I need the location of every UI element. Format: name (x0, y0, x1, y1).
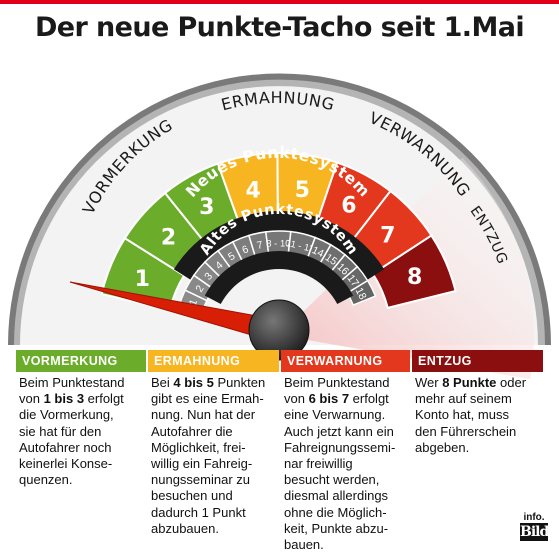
new-segment-label-7: 7 (380, 224, 395, 249)
top-red-bar (0, 0, 559, 4)
highlight-range: 1 bis 3 (43, 391, 85, 407)
new-segment-label-6: 6 (341, 194, 356, 219)
new-segment-label-4: 4 (245, 178, 260, 203)
new-segment-label-1: 1 (135, 267, 150, 292)
highlight-range: 6 bis 7 (308, 391, 350, 407)
column-header-entzug: ENTZUG (412, 350, 543, 372)
old-segment-label-8: 8 - 10 (266, 238, 290, 249)
old-segment-label-14: 18 (353, 286, 369, 302)
altes-band (204, 251, 354, 305)
new-segment-label-8: 8 (407, 265, 422, 290)
old-segment-label-2: 2 (193, 283, 206, 294)
column-description-ermahnung: Bei 4 bis 5 Punkten gibt es eine Ermah- … (151, 375, 279, 537)
description-text: erfolgt eine Verwarnung. Auch jetzt kann… (284, 391, 396, 553)
column-header-ermahnung: ERMAHNUNG (148, 350, 279, 372)
logo-brand-text: Bild (520, 523, 549, 541)
old-segment-label-7: 7 (256, 239, 264, 252)
description-text: erfolgt die Vormerkung, sie hat für den … (19, 391, 124, 488)
description-text: oder mehr auf seinem Konto hat, muss den… (415, 375, 527, 455)
old-segment-label-1: 1 (187, 298, 200, 308)
old-segment-label-11: 15 (323, 251, 340, 268)
old-segment-label-6: 6 (240, 243, 250, 256)
column-description-entzug: Wer 8 Punkte oder mehr auf seinem Konto … (415, 375, 543, 456)
description-text: Beim Punktestand von (19, 375, 125, 407)
new-segment-label-2: 2 (161, 226, 176, 251)
column-header-vormerkung: VORMERKUNG (16, 350, 146, 372)
column-description-verwarnung: Beim Punktestand von 6 bis 7 erfolgt ein… (284, 375, 410, 553)
neues-band (173, 211, 385, 283)
column-header-verwarnung: VERWARNUNG (281, 350, 410, 372)
description-text: Beim Punktestand von (284, 375, 390, 407)
old-segment-label-10: 14 (310, 244, 326, 260)
new-segment-label-3: 3 (199, 195, 214, 220)
highlight-range: 8 Punkte (442, 375, 497, 390)
info-bild-logo: info. Bild (520, 512, 549, 541)
description-text: Bei (151, 375, 174, 390)
description-text: Wer (415, 375, 443, 390)
logo-top-text: info. (523, 512, 545, 523)
gauge-hub (248, 299, 310, 361)
description-text: Punkten gibt es eine Ermah- nung. Nun ha… (151, 375, 266, 536)
old-segment-label-5: 5 (226, 250, 237, 263)
new-segment-8 (371, 234, 457, 310)
new-segment-label-5: 5 (295, 178, 310, 203)
page-title: Der neue Punkte-Tacho seit 1.Mai (34, 12, 525, 43)
column-description-vormerkung: Beim Punktestand von 1 bis 3 erfolgt die… (19, 375, 146, 488)
highlight-range: 4 bis 5 (173, 375, 214, 390)
